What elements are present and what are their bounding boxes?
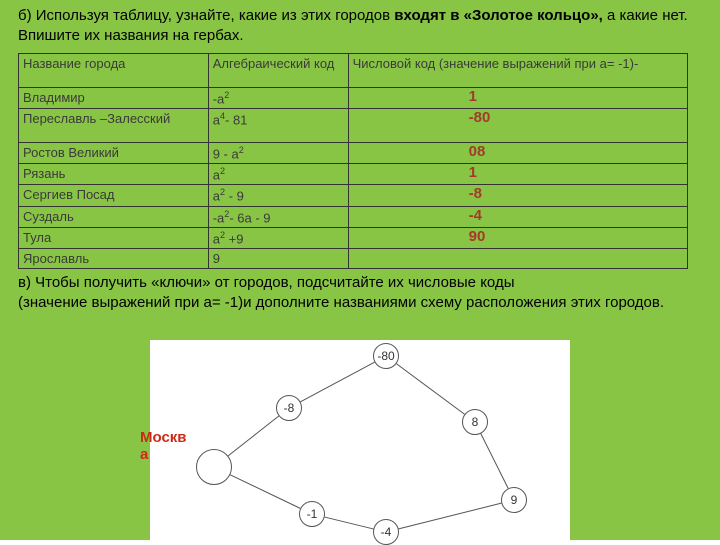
cell-expr: а2 xyxy=(208,164,348,185)
diagram-node-label: -4 xyxy=(381,526,392,538)
table-row: Тулаа2 +9 90 xyxy=(19,228,688,249)
th-expr: Алгебраический код xyxy=(208,53,348,87)
cell-code: 1 xyxy=(348,87,687,108)
diagram-edge xyxy=(481,434,508,489)
heading-b: б) Используя таблицу, узнайте, какие из … xyxy=(18,6,702,47)
cell-expr: -а2- 6а - 9 xyxy=(208,206,348,227)
answer-value: 90 xyxy=(469,228,486,245)
cell-city: Переславль –Залесский xyxy=(19,108,209,142)
diagram-node: -8 xyxy=(276,395,302,421)
cell-city: Ростов Великий xyxy=(19,142,209,163)
answer-value: 08 xyxy=(469,143,486,160)
answer-value: 1 xyxy=(469,164,477,181)
diagram-edge xyxy=(396,364,464,415)
cell-expr: а2 - 9 xyxy=(208,185,348,206)
diagram-node: -4 xyxy=(373,519,399,545)
diagram-node: 9 xyxy=(501,487,527,513)
diagram-node xyxy=(196,449,232,485)
cell-city: Владимир xyxy=(19,87,209,108)
diagram-node: 8 xyxy=(462,409,488,435)
table-row: Переславль –Залесскийа4- 81 -80 xyxy=(19,108,688,142)
heading-b-prefix: б) Используя таблицу, узнайте, какие из … xyxy=(18,7,394,24)
table-header-row: Название городаАлгебраический кодЧислово… xyxy=(19,53,688,87)
diagram-edge xyxy=(300,362,374,402)
diagram-node-label: -1 xyxy=(307,508,318,520)
cell-expr: 9 xyxy=(208,249,348,269)
city-table: Название городаАлгебраический кодЧислово… xyxy=(18,53,688,270)
cell-city: Сергиев Посад xyxy=(19,185,209,206)
ring-diagram: -8-8089-4-1Москва xyxy=(150,340,570,540)
cell-city: Ярославль xyxy=(19,249,209,269)
cell-code: 08 xyxy=(348,142,687,163)
th-city: Название города xyxy=(19,53,209,87)
cell-city: Тула xyxy=(19,228,209,249)
cell-code: -8 xyxy=(348,185,687,206)
moscow-label: Москва xyxy=(140,430,187,463)
diagram-node-label: -8 xyxy=(284,402,295,414)
cell-expr: а2 +9 xyxy=(208,228,348,249)
table-row: Ростов Великий9 - а2 08 xyxy=(19,142,688,163)
cell-code: -4 xyxy=(348,206,687,227)
diagram-node-label: 9 xyxy=(511,494,518,506)
diagram-edge xyxy=(325,517,374,529)
cell-expr: а4- 81 xyxy=(208,108,348,142)
diagram-edge xyxy=(228,416,279,456)
table-row: Рязаньа2 1 xyxy=(19,164,688,185)
th-code: Числовой код (значение выражений при а= … xyxy=(348,53,687,87)
answer-value: -80 xyxy=(469,109,491,126)
table-row: Сергиев Посада2 - 9 -8 xyxy=(19,185,688,206)
diagram-edge xyxy=(230,475,300,509)
diagram-node: -1 xyxy=(299,501,325,527)
table-row: Ярославль 9 xyxy=(19,249,688,269)
cell-code: -80 xyxy=(348,108,687,142)
diagram-node-label: -80 xyxy=(377,350,394,362)
diagram-node-label: 8 xyxy=(472,416,479,428)
cell-expr: -а2 xyxy=(208,87,348,108)
heading-b-bold: входят в «Золотое кольцо», xyxy=(394,7,607,24)
diagram-node: -80 xyxy=(373,343,399,369)
table-row: Суздаль-а2- 6а - 9 -4 xyxy=(19,206,688,227)
heading-v: в) Чтобы получить «ключи» от городов, по… xyxy=(18,273,702,312)
answer-value: 1 xyxy=(469,88,477,105)
cell-code xyxy=(348,249,687,269)
cell-code: 1 xyxy=(348,164,687,185)
cell-expr: 9 - а2 xyxy=(208,142,348,163)
cell-code: 90 xyxy=(348,228,687,249)
cell-city: Рязань xyxy=(19,164,209,185)
table-row: Владимир-а2 1 xyxy=(19,87,688,108)
answer-value: -4 xyxy=(469,207,482,224)
content: б) Используя таблицу, узнайте, какие из … xyxy=(0,0,720,312)
diagram-edge xyxy=(399,503,502,529)
answer-value: -8 xyxy=(469,185,482,202)
cell-city: Суздаль xyxy=(19,206,209,227)
